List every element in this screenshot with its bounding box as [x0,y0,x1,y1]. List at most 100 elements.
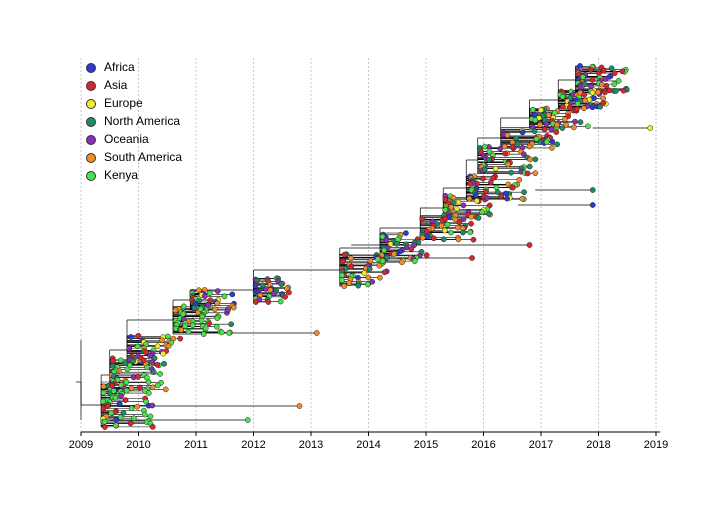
tip-node [100,383,107,390]
tip-node [165,343,172,349]
tip-node [501,143,508,150]
tip-node [144,364,150,371]
tip-node [131,415,137,422]
tip-node [117,357,124,364]
tip-node [472,192,479,199]
tip-node [589,89,596,96]
tip-node [182,323,188,329]
tip-node [214,288,221,294]
tip-node [559,125,566,131]
tip-node [149,384,156,391]
tip-node [532,170,539,177]
tip-node [554,141,560,148]
tip-node [110,388,117,394]
tip-node [164,333,171,340]
tip-node [197,306,204,312]
tip-node [611,70,618,76]
tip-node [529,123,536,130]
tip-node [498,193,505,200]
tip-node [127,420,134,427]
tip-node [130,358,136,364]
tip-node [149,424,156,430]
tip-node [619,68,626,75]
tip-node [613,88,619,94]
tip-node [493,184,500,191]
tip-node [473,197,480,204]
tip-node [620,87,627,94]
tip-node [466,195,473,202]
tip-node [526,242,533,248]
tip-node [154,382,161,389]
tip-node [123,379,130,386]
tip-node [486,148,493,155]
tick-label: 2013 [299,439,323,451]
tip-node [259,282,266,289]
tip-node [128,385,135,392]
tip-node [338,277,345,284]
tip-node [100,398,106,405]
kenya-color-icon [86,171,96,181]
tip-node [453,205,460,212]
tip-node [365,274,372,281]
tip-node [502,150,508,157]
tip-node [548,126,555,133]
tip-node [455,236,462,243]
tip-node [361,270,368,276]
tip-node [509,143,516,150]
south-america-color-icon [86,153,96,163]
legend-label: South America [104,150,183,164]
tip-node [484,195,490,201]
tip-node [408,246,415,252]
tick-label: 2017 [529,439,553,451]
tip-node [452,216,459,223]
tip-node [384,254,390,261]
tip-node [339,258,346,265]
tip-node [423,252,430,258]
tip-node [600,67,607,74]
tick-label: 2009 [69,439,93,451]
tip-node [355,282,362,289]
tip-node [116,401,123,407]
tip-node [381,247,387,254]
tip-node [486,156,492,163]
tip-node [588,83,594,90]
legend-label: Africa [104,60,135,74]
tip-node [597,103,604,110]
tip-node [531,111,538,118]
time-axis: 2009 2010 2011 2012 2013 2014 2015 2016 2017 2018… [69,431,668,451]
tip-node [589,202,596,208]
tip-node [201,293,208,300]
tip-node [399,259,405,266]
tip-node [549,145,555,151]
tip-node [582,97,588,104]
tip-node [514,140,521,147]
tip-node [207,297,214,304]
tick-label: 2014 [356,439,380,451]
tip-node [591,95,597,101]
tick-label: 2011 [184,439,208,451]
tip-node [527,156,534,163]
tip-node [481,166,488,173]
tip-node [600,100,607,106]
tip-node [270,290,277,297]
tip-node [178,327,184,333]
tip-node [589,104,596,111]
tip-node [460,216,467,223]
tip-node [561,116,568,123]
tip-node [141,411,148,418]
tip-node [198,317,205,324]
tip-node [490,175,497,181]
tip-node [559,93,566,100]
tip-node [229,291,236,298]
tip-node [124,366,131,373]
tip-node [595,89,601,96]
tip-node [532,156,539,163]
tip-node [278,281,285,287]
tip-node [347,255,354,262]
tip-node [467,229,474,236]
tip-node [549,138,556,145]
tip-node [162,386,169,393]
tip-node [160,350,167,357]
tip-node [483,188,489,195]
